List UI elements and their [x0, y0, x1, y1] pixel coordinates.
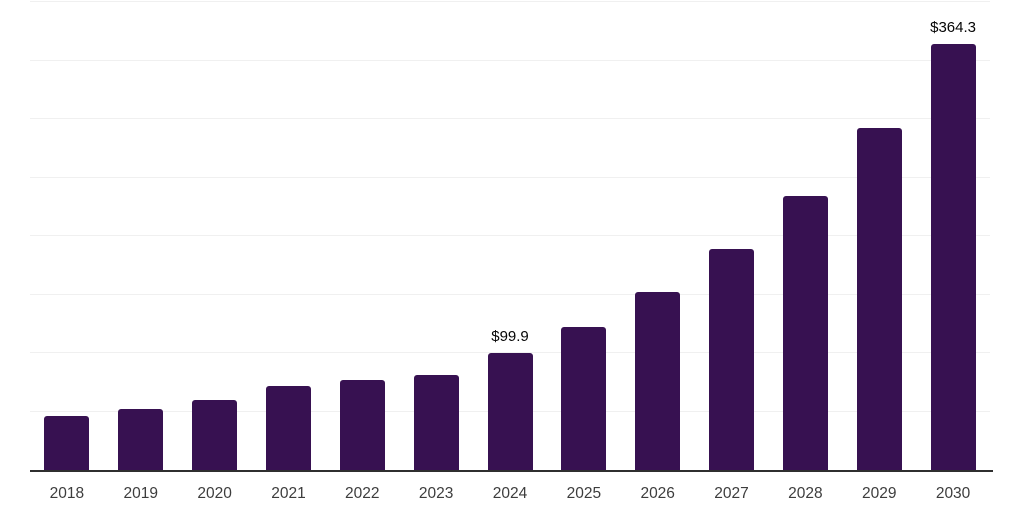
gridline-300 — [30, 118, 990, 119]
x-tick-2030: 2030 — [935, 485, 971, 502]
x-tick-2024: 2024 — [492, 485, 528, 502]
x-tick-2021: 2021 — [271, 485, 306, 502]
x-tick-2020: 2020 — [197, 485, 232, 502]
x-tick-2028: 2028 — [788, 485, 823, 502]
gridline-350 — [30, 59, 990, 61]
gridline-400 — [30, 1, 990, 2]
gridline-150 — [30, 293, 990, 295]
x-tick-2027: 2027 — [714, 485, 749, 502]
bar-2018 — [44, 416, 90, 470]
x-axis-line — [30, 470, 993, 472]
gridline-200 — [30, 235, 990, 236]
plot-area: $99.9 $364.3 — [30, 1, 990, 470]
bar-2029 — [856, 128, 902, 470]
gridline-100 — [30, 352, 990, 353]
bar-2023 — [413, 374, 459, 470]
x-tick-2029: 2029 — [861, 485, 897, 502]
x-tick-2019: 2019 — [123, 485, 159, 502]
x-tick-2023: 2023 — [418, 485, 454, 502]
bar-2021 — [265, 385, 311, 470]
bar-2028 — [782, 196, 828, 470]
bar-2024 — [487, 353, 533, 470]
x-tick-2018: 2018 — [49, 485, 85, 502]
x-tick-2025: 2025 — [566, 485, 602, 502]
bar-2026 — [635, 292, 681, 470]
bar-2025 — [561, 327, 607, 470]
x-tick-2026: 2026 — [640, 485, 675, 502]
gridline-250 — [30, 176, 990, 178]
bar-2027 — [709, 248, 755, 470]
bar-2022 — [339, 379, 385, 470]
x-tick-2022: 2022 — [345, 485, 380, 502]
x-axis-labels: 2018 2019 2020 2021 2022 2023 2024 2025 2026 2027… — [30, 485, 990, 507]
value-label-2030: $364.3 — [930, 18, 977, 36]
bar-2019 — [118, 409, 164, 470]
bar-2020 — [192, 399, 238, 470]
bar-2030 — [930, 43, 976, 470]
value-label-2024: $99.9 — [491, 328, 529, 346]
